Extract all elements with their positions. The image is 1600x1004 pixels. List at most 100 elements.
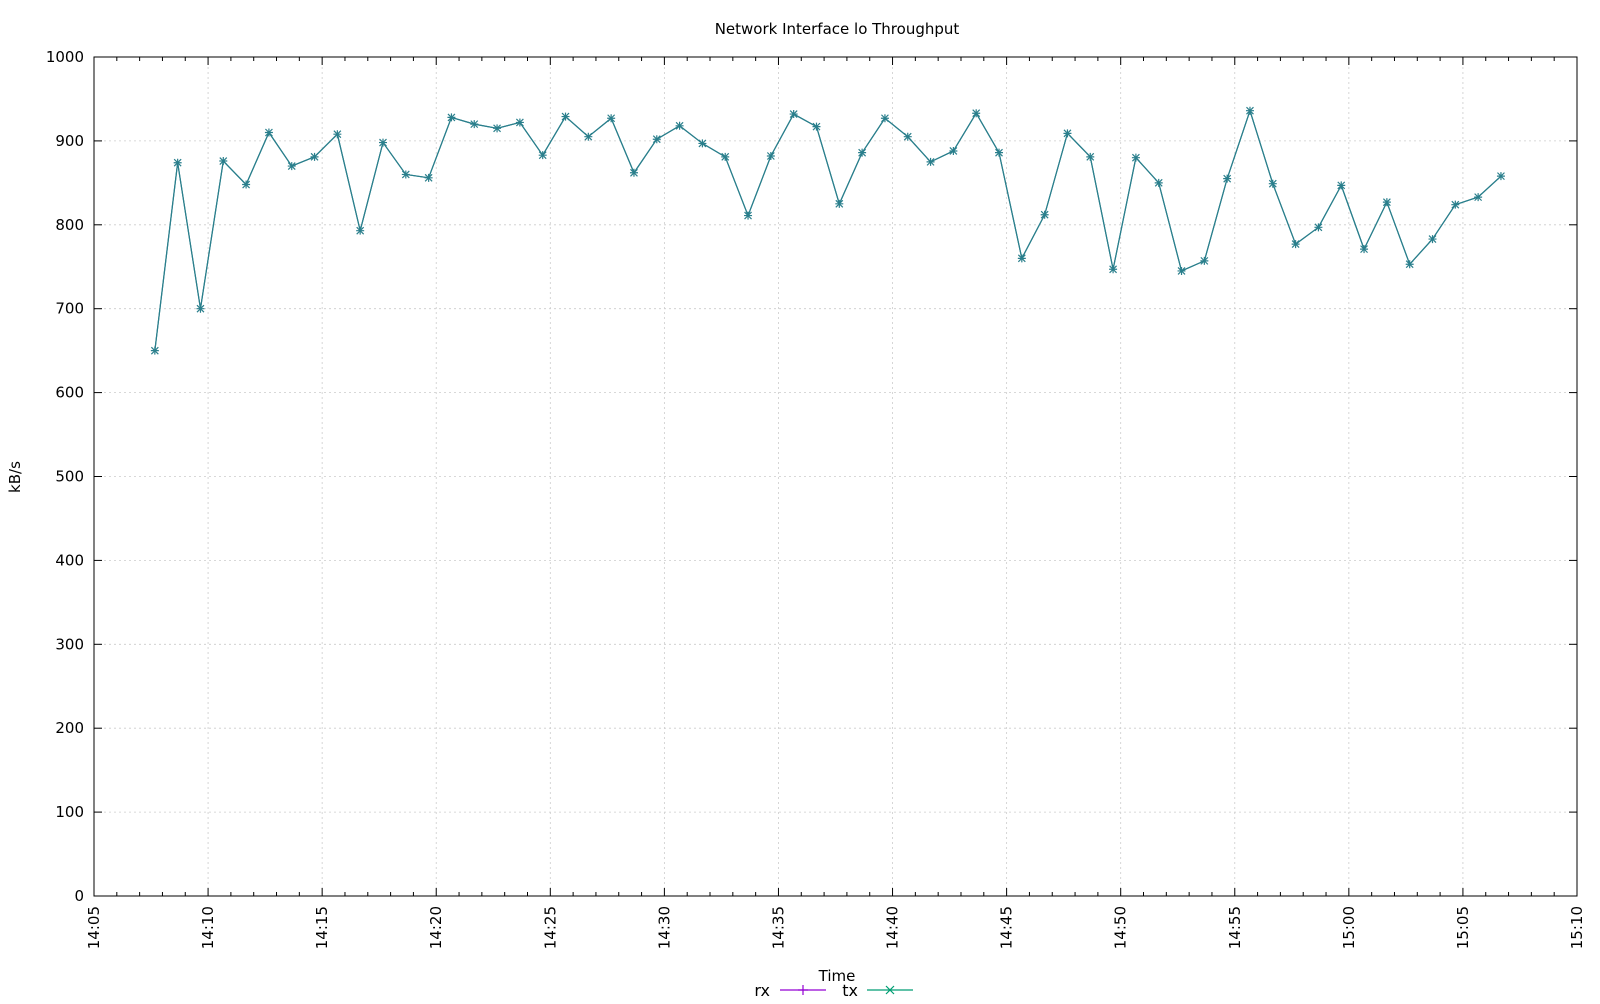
data-point-tx	[1337, 181, 1346, 190]
data-point-tx	[1086, 152, 1095, 161]
series-line-tx	[154, 110, 1502, 351]
data-point-tx	[1474, 193, 1483, 202]
legend: rx tx	[754, 981, 913, 1000]
data-point-tx	[561, 112, 570, 121]
y-tick-label: 400	[55, 551, 84, 569]
x-tick-label: 15:10	[1568, 906, 1586, 949]
y-tick-label: 100	[55, 803, 84, 821]
data-point-tx	[1109, 265, 1118, 274]
data-point-tx	[995, 148, 1003, 157]
data-point-tx	[881, 114, 889, 123]
data-point-tx	[538, 151, 547, 160]
data-point-tx	[652, 135, 661, 144]
data-point-tx	[903, 132, 912, 141]
data-point-tx	[447, 113, 456, 122]
data-point-tx	[1451, 200, 1460, 209]
y-tick-label: 0	[74, 887, 84, 905]
data-point-tx	[858, 148, 867, 157]
data-point-tx	[515, 118, 524, 127]
x-tick-label: 14:05	[85, 906, 103, 949]
y-tick-label: 1000	[46, 48, 84, 66]
legend-label-rx: rx	[754, 981, 770, 1000]
data-point-tx	[766, 152, 775, 160]
data-point-tx	[1314, 223, 1323, 232]
data-point-tx	[675, 121, 684, 130]
y-tick-label: 900	[55, 132, 84, 150]
y-tick-label: 500	[55, 468, 84, 486]
x-tick-label: 14:40	[884, 906, 902, 949]
data-point-tx	[219, 157, 228, 165]
x-tick-label: 14:50	[1112, 906, 1130, 949]
legend-label-tx: tx	[842, 981, 858, 1000]
data-point-tx	[835, 199, 844, 208]
data-point-tx	[1405, 260, 1414, 269]
x-axis-label: Time	[818, 967, 856, 985]
data-point-tx	[310, 152, 319, 161]
data-point-tx	[630, 168, 638, 177]
chart-title: Network Interface lo Throughput	[715, 20, 960, 38]
data-point-tx	[1428, 235, 1437, 243]
data-point-tx	[1177, 267, 1186, 275]
y-axis-label: kB/s	[6, 461, 24, 493]
data-point-tx	[173, 158, 182, 167]
x-tick-label: 15:00	[1340, 906, 1358, 949]
y-tick-label: 200	[55, 719, 84, 737]
data-point-tx	[584, 132, 593, 141]
ticks-layer: 0 100 200 300 400 500 600 700 800 900 1000 14:05 14:…	[46, 48, 1586, 949]
x-tick-label: 14:15	[313, 906, 331, 949]
data-point-tx	[493, 124, 501, 133]
x-tick-label: 15:05	[1454, 906, 1472, 949]
x-tick-label: 14:10	[199, 906, 217, 949]
data-point-tx	[972, 109, 981, 118]
data-point-tx	[1291, 240, 1300, 249]
x-tick-label: 14:25	[541, 906, 559, 949]
data-point-tx	[926, 157, 935, 166]
data-point-tx	[1017, 254, 1026, 263]
data-point-tx	[333, 130, 342, 139]
data-point-tx	[356, 226, 365, 235]
data-point-tx	[264, 128, 273, 137]
data-point-tx	[812, 122, 821, 131]
data-point-tx	[242, 180, 251, 189]
data-point-tx	[287, 162, 296, 170]
data-point-tx	[744, 211, 752, 220]
data-point-tx	[698, 139, 707, 148]
y-tick-label: 800	[55, 216, 84, 234]
x-tick-label: 14:55	[1226, 906, 1244, 949]
data-point-tx	[1268, 179, 1277, 188]
legend-marker-tx	[885, 985, 895, 995]
data-point-tx	[150, 346, 159, 355]
data-point-tx	[1497, 172, 1505, 181]
x-tick-label: 14:45	[998, 906, 1016, 949]
series-layer	[150, 106, 1505, 355]
data-point-tx	[721, 152, 730, 161]
data-point-tx	[1131, 153, 1140, 162]
legend-marker-rx	[798, 985, 808, 995]
data-point-tx	[1040, 210, 1049, 219]
data-point-tx	[1223, 174, 1232, 183]
x-tick-label: 14:20	[427, 906, 445, 949]
data-point-tx	[470, 120, 479, 129]
y-tick-label: 300	[55, 635, 84, 653]
x-tick-label: 14:35	[769, 906, 787, 949]
data-point-tx	[1063, 129, 1072, 138]
x-tick-label: 14:30	[655, 906, 673, 949]
data-point-tx	[1360, 245, 1368, 254]
data-point-tx	[1200, 256, 1209, 265]
data-point-tx	[401, 170, 410, 179]
grid-layer	[94, 57, 1577, 896]
data-point-tx	[607, 114, 616, 123]
data-point-tx	[196, 304, 205, 313]
data-point-tx	[789, 110, 798, 118]
data-point-tx	[379, 138, 387, 147]
data-point-tx	[1154, 178, 1163, 187]
data-point-tx	[1246, 106, 1254, 115]
data-point-tx	[424, 173, 433, 182]
y-tick-label: 700	[55, 300, 84, 318]
data-point-tx	[949, 147, 958, 155]
data-point-tx	[1382, 198, 1391, 207]
y-tick-label: 600	[55, 384, 84, 402]
